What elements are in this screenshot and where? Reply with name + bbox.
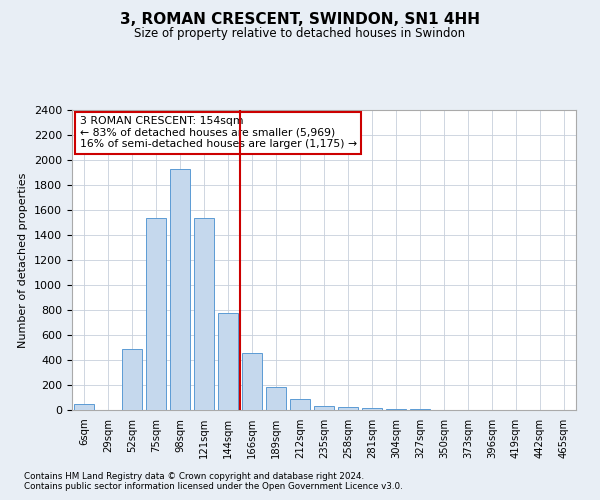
Text: Contains public sector information licensed under the Open Government Licence v3: Contains public sector information licen… bbox=[24, 482, 403, 491]
Bar bbox=[242, 352, 262, 410]
Bar bbox=[362, 408, 382, 410]
Text: Contains HM Land Registry data © Crown copyright and database right 2024.: Contains HM Land Registry data © Crown c… bbox=[24, 472, 364, 481]
Bar bbox=[218, 312, 238, 410]
Bar bbox=[338, 407, 358, 410]
Text: 3, ROMAN CRESCENT, SWINDON, SN1 4HH: 3, ROMAN CRESCENT, SWINDON, SN1 4HH bbox=[120, 12, 480, 28]
Text: Size of property relative to detached houses in Swindon: Size of property relative to detached ho… bbox=[134, 28, 466, 40]
Y-axis label: Number of detached properties: Number of detached properties bbox=[19, 172, 28, 348]
Bar bbox=[386, 409, 406, 410]
Bar bbox=[266, 387, 286, 410]
Bar bbox=[314, 406, 334, 410]
Bar bbox=[194, 218, 214, 410]
Bar bbox=[170, 169, 190, 410]
Bar bbox=[74, 404, 94, 410]
Bar bbox=[290, 400, 310, 410]
Text: 3 ROMAN CRESCENT: 154sqm
← 83% of detached houses are smaller (5,969)
16% of sem: 3 ROMAN CRESCENT: 154sqm ← 83% of detach… bbox=[80, 116, 356, 149]
Bar bbox=[146, 218, 166, 410]
Bar bbox=[122, 349, 142, 410]
